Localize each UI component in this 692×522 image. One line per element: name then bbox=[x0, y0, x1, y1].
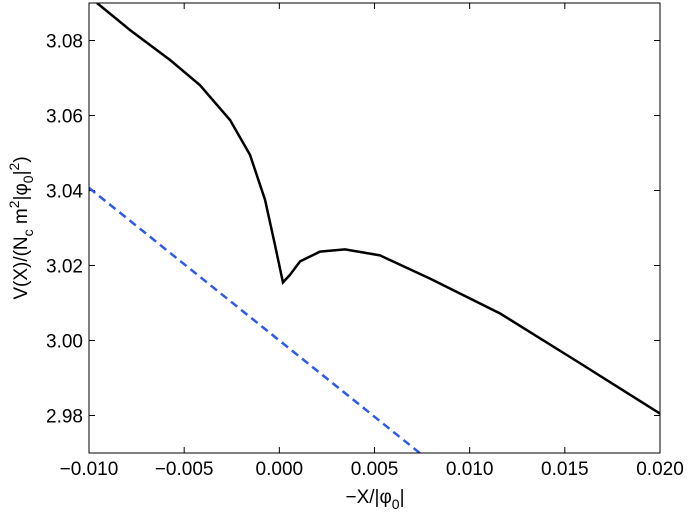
x-tick-label: 0.005 bbox=[351, 459, 399, 480]
x-tick-label: −0.005 bbox=[155, 459, 214, 480]
x-axis-label: −X/|φ0| bbox=[345, 487, 404, 512]
x-tick-label: −0.010 bbox=[60, 459, 119, 480]
y-label-part: m bbox=[11, 208, 32, 229]
y-tick-label: 3.08 bbox=[46, 32, 83, 53]
x-tick-label: 0.000 bbox=[256, 459, 304, 480]
y-label-part: 2 bbox=[6, 200, 22, 208]
y-tick-label: 3.04 bbox=[46, 182, 83, 203]
y-axis-label: V(X)/(Nc m2|φ0|2) bbox=[6, 156, 36, 299]
x-label-part: | bbox=[400, 487, 405, 508]
y-tick-label: 3.02 bbox=[46, 257, 83, 278]
y-label-part: 0 bbox=[20, 175, 36, 183]
plot-frame bbox=[88, 2, 661, 454]
y-tick-label: 3.06 bbox=[46, 107, 83, 128]
y-label-part: 2 bbox=[6, 162, 22, 170]
y-label-part: c bbox=[20, 229, 36, 236]
y-label-part: V(X)/(N bbox=[11, 236, 32, 299]
y-tick-label: 2.98 bbox=[46, 407, 83, 428]
x-label-part: 0 bbox=[392, 496, 400, 512]
y-label-part: | bbox=[11, 170, 32, 175]
x-label-part: −X/|φ bbox=[345, 487, 391, 508]
y-label-part: |φ bbox=[11, 183, 32, 200]
x-tick-label: 0.015 bbox=[541, 459, 589, 480]
x-tick-label: 0.020 bbox=[636, 459, 684, 480]
y-label-part: ) bbox=[11, 156, 32, 162]
x-tick-label: 0.010 bbox=[446, 459, 494, 480]
y-tick-label: 3.00 bbox=[46, 332, 83, 353]
series-line bbox=[96, 3, 660, 415]
series-line bbox=[89, 186, 422, 453]
